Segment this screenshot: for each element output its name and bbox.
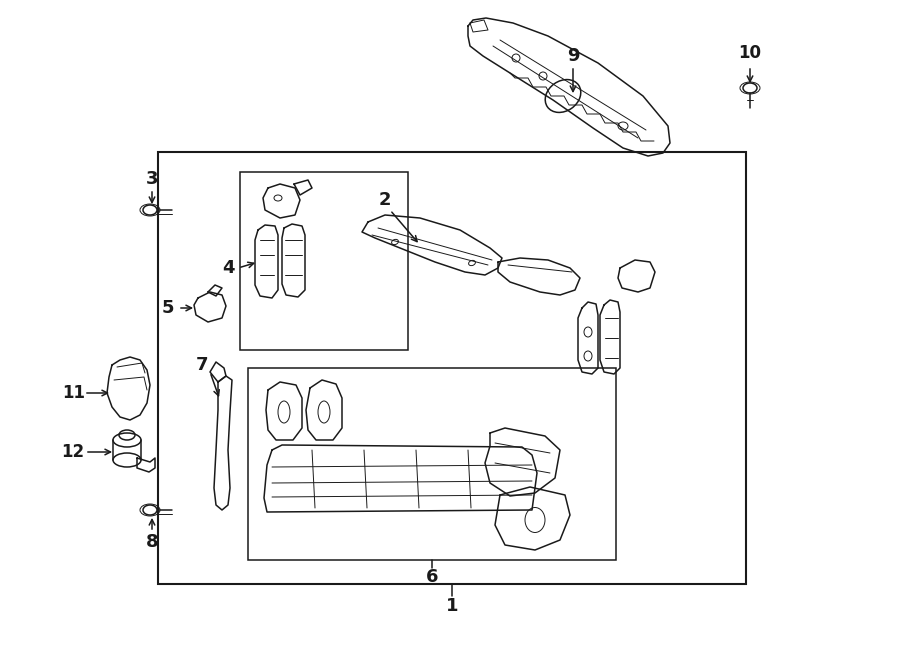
- Text: 2: 2: [379, 191, 392, 209]
- Text: 1: 1: [446, 597, 458, 615]
- Bar: [248, 368, 616, 560]
- Text: 11: 11: [62, 384, 86, 402]
- Bar: [240, 172, 408, 350]
- Text: 5: 5: [162, 299, 175, 317]
- Text: 7: 7: [196, 356, 208, 374]
- Text: 3: 3: [146, 170, 158, 188]
- Bar: [158, 152, 746, 584]
- Text: 4: 4: [221, 259, 234, 277]
- Text: 9: 9: [567, 47, 580, 65]
- Text: 6: 6: [426, 568, 438, 586]
- Text: 8: 8: [146, 533, 158, 551]
- Text: 12: 12: [61, 443, 85, 461]
- Text: 10: 10: [739, 44, 761, 62]
